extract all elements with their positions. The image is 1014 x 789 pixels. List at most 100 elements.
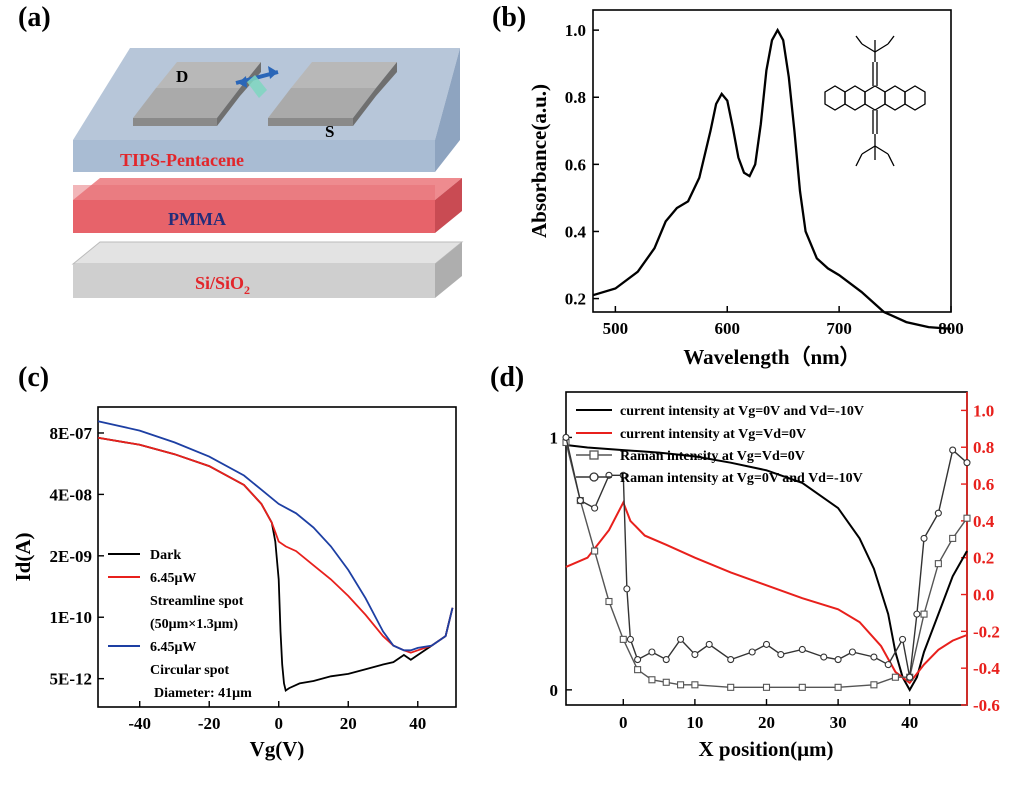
d-series-2-point [677,681,685,689]
d-series-3-point [834,656,842,664]
d-yr-tick-label-6: 0.6 [973,475,994,494]
absorbance-curve [592,27,952,330]
c-x-tick-label-0: -40 [128,714,151,733]
d-series-2-point [648,676,656,684]
d-series-3-point [626,635,634,643]
d-series-2-point [963,514,971,522]
panel-a: (a) Si/SiO2 PMMA TIPS-Pentacene [18,2,464,298]
d-yr-tick-label-7: 0.8 [973,438,994,457]
c-x-tick-label-3: 20 [340,714,357,733]
electrode-source [268,62,397,126]
panel-label-d: (d) [490,362,524,393]
c-series-2 [97,420,454,652]
c-y-axis-title: Id(A) [11,532,35,581]
d-series-3-point [848,648,856,656]
c-y-tick-label-0: 8E-07 [50,424,93,443]
d-yr-tick-label-3: 0.0 [973,586,994,605]
d-series-2-point [762,683,771,691]
legend-d-marker-2 [589,450,599,460]
d-series-3-point [562,433,570,441]
b-y-tick-label-3: 0.8 [565,88,586,107]
b-x-tick-label-2: 700 [826,319,852,338]
plot-frame-c [97,406,457,708]
b-y-tick-label-1: 0.4 [565,222,587,241]
d-series-3-point [899,635,907,643]
d-yr-tick-label-0: -0.6 [973,696,1000,715]
c-y-tick-label-3: 1E-10 [50,608,93,627]
panel-d: (d) 0 10 20 30 4001-0.6-0.4-0.20.00.20.40.60… [490,362,1000,761]
b-y-tick-label-2: 0.6 [565,155,586,174]
series-group-d [562,433,971,692]
d-series-2-point [662,678,670,686]
d-series-3-point [963,459,971,467]
layer-label-pmma: PMMA [168,209,226,229]
b-y-tick-label-4: 1.0 [565,21,586,40]
d-yr-tick-label-8: 1.0 [973,401,994,420]
legend-d-1: current intensity at Vg=Vd=0V [620,427,806,442]
legend-d-2: Raman intensity at Vg=Vd=0V [620,449,805,464]
d-series-2-point [934,560,942,568]
legend-c-streamline: 6.45μW [150,571,196,586]
legend-c-streamline-detail2: (50μm×1.3μm) [150,617,238,632]
d-series-2-point [591,547,599,555]
tick-group-c: -40 -20 0 20 40 8E-07 4E-08 2E-09 1E-10 5E-12 [50,424,427,733]
legend-d-marker-3 [589,472,599,482]
tick-group-d: 0 10 20 30 40 0 1 -0.6 -0.4 -0.2 0.0 0.2 0.4 0.6 0.8 1.… [550,401,1001,732]
d-series-3-point [623,585,631,593]
d-yr-tick-label-1: -0.4 [973,659,1000,678]
d-series-3-point [920,534,928,542]
d-series-2-point [619,635,627,643]
layer-pmma [73,178,462,233]
panel-label-c: (c) [18,362,49,393]
c-series-1 [97,436,454,654]
c-x-tick-label-4: 40 [409,714,426,733]
d-series-3-point [576,496,584,505]
d-series-3-point [691,650,699,659]
d-series-3-point [820,653,828,661]
c-x-axis-title: Vg(V) [250,737,305,761]
legend-c-dark: Dark [150,548,181,563]
d-series-3-point [648,648,656,656]
d-series-2-point [870,681,878,689]
panel-label-b: (b) [492,2,526,33]
legend-c-circular-detail2: Diameter: 41μm [154,686,252,701]
c-x-tick-label-1: -20 [198,714,221,733]
d-series-3-point [748,648,756,656]
legend-c-circular: 6.45μW [150,640,196,655]
b-y-tick-label-0: 0.2 [565,290,586,309]
d-series-3-point [934,509,942,517]
b-x-tick-label-1: 600 [715,319,741,338]
legend-c: Dark 6.45μW Streamline spot (50μm×1.3μm)… [108,548,252,701]
layer-si-sio2 [71,241,464,298]
series-group-c [97,420,454,692]
d-series-3-point [913,610,921,618]
d-series-2-point [727,683,735,691]
d-series-3-point [906,673,914,681]
d-yr-tick-label-2: -0.2 [973,622,1000,641]
d-series-2-point [949,534,957,542]
d-series-1 [565,500,968,685]
c-y-tick-label-1: 4E-08 [50,485,93,504]
d-series-3-point [619,471,627,479]
d-series-3 [565,437,968,678]
d-series-3-point [777,650,785,659]
d-x-tick-label-0: 0 [619,713,628,732]
d-yl-tick-label-0: 0 [550,681,559,700]
legend-d-0: current intensity at Vg=0V and Vd=-10V [620,404,864,419]
d-series-3-point [705,640,713,648]
d-yr-tick-label-5: 0.4 [973,512,995,531]
d-series-2-point [691,681,699,689]
d-series-3-point [762,640,771,648]
light-beam-arrow [235,66,279,98]
legend-c-circular-detail: Circular spot [150,663,230,678]
c-x-tick-label-2: 0 [274,714,283,733]
d-series-3-point [798,645,806,654]
d-x-tick-label-3: 30 [830,713,847,732]
panel-label-a: (a) [18,2,51,33]
d-series-2-point [834,683,842,691]
d-yl-tick-label-1: 1 [550,428,559,447]
d-x-tick-label-4: 40 [901,713,918,732]
legend-d-3: Raman intensity at Vg=0V and Vd=-10V [620,471,863,486]
